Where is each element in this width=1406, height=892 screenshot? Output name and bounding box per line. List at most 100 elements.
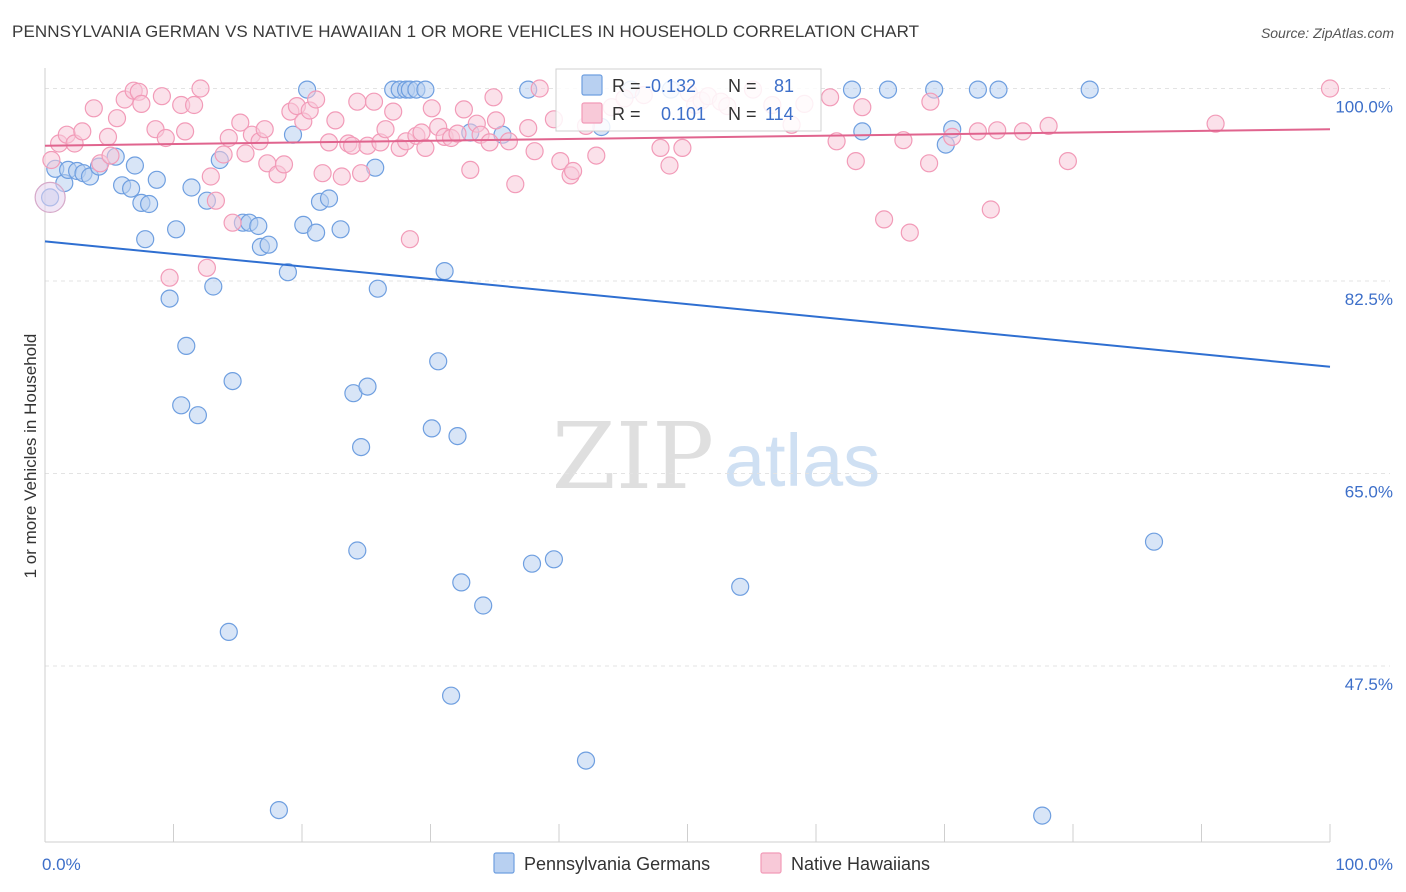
native-hawaiians-point: [176, 122, 195, 141]
native-hawaiians-point: [486, 111, 506, 130]
native-hawaiians-point: [1320, 79, 1340, 98]
native-hawaiians-point: [156, 128, 175, 148]
native-hawaiians-point: [921, 92, 940, 111]
native-hawaiians-point: [874, 210, 894, 229]
trend-lines: [44, 128, 1331, 368]
native-hawaiians-point: [448, 124, 467, 143]
native-hawaiians-point: [42, 150, 61, 170]
pennsylvania-germans-point: [331, 220, 350, 239]
pennsylvania-germans-point: [167, 220, 186, 239]
native-hawaiians-point: [660, 156, 679, 175]
pennsylvania-germans-point: [352, 438, 371, 457]
pennsylvania-germans-point: [731, 577, 750, 596]
native-hawaiians-point: [530, 79, 549, 98]
native-hawaiians-point: [274, 155, 294, 174]
pennsylvania-germans-point: [278, 263, 297, 282]
pennsylvania-germans-point: [368, 279, 387, 298]
native-hawaiians-point: [461, 160, 480, 179]
native-hawaiians-point: [506, 175, 525, 194]
stats-n-value-2: 114: [765, 104, 794, 124]
native-hawaiians-point: [1058, 152, 1078, 171]
native-hawaiians-point: [400, 230, 419, 249]
stats-n-value-1: 81: [774, 76, 794, 96]
x-tick-label: 100.0%: [1335, 855, 1393, 874]
stats-r-value-1: -0.132: [645, 76, 696, 96]
native-hawaiians-point: [499, 132, 518, 151]
pennsylvania-germans-point: [182, 178, 201, 197]
native-hawaiians-point: [454, 100, 473, 119]
native-hawaiians-point: [219, 128, 238, 148]
gridlines: [45, 88, 1390, 667]
native-hawaiians-point: [255, 120, 274, 139]
pennsylvania-germans-point: [358, 377, 377, 396]
pennsylvania-germans-point: [188, 406, 207, 425]
native-hawaiians-point: [236, 144, 255, 163]
pennsylvania-germans-point: [842, 80, 862, 99]
pennsylvania-germans-point: [140, 194, 159, 214]
stats-n-label-1: N =: [728, 76, 757, 96]
native-hawaiians-point: [223, 213, 242, 232]
native-hawaiians-point: [101, 146, 120, 165]
y-tick-labels: 100.0% 82.5% 65.0% 47.5%: [1335, 98, 1393, 695]
native-hawaiians-point: [1206, 114, 1225, 133]
chart-title: PENNSYLVANIA GERMAN VS NATIVE HAWAIIAN 1…: [12, 22, 920, 41]
native-hawaiians-point: [551, 152, 570, 171]
native-hawaiians-point: [846, 152, 865, 171]
pennsylvania-germans-point: [452, 573, 471, 592]
y-tick-label: 82.5%: [1345, 290, 1393, 309]
pennsylvania-germans-point: [204, 277, 223, 296]
native-hawaiians-point: [152, 87, 171, 106]
pennsylvania-germans-point: [223, 372, 242, 391]
pennsylvania-germans-point: [172, 396, 191, 415]
native-hawaiians-point: [376, 120, 395, 139]
x-tick-label: 0.0%: [42, 855, 81, 874]
pennsylvania-germans-point: [1033, 806, 1052, 825]
cluster-point: [34, 181, 66, 213]
pennsylvania-germans-point: [442, 686, 461, 705]
legend-label-native-hawaiians: Native Hawaiians: [791, 854, 930, 874]
legend-swatch-native-hawaiians: [760, 852, 782, 874]
pennsylvania-germans-point: [1080, 80, 1099, 99]
native-hawaiians-point: [364, 92, 384, 111]
native-hawaiians-point: [563, 161, 583, 181]
native-hawaiians-point: [206, 191, 225, 210]
pennsylvania-germans-point: [448, 427, 467, 446]
pennsylvania-germans-point: [136, 230, 155, 249]
native-hawaiians-point: [107, 109, 127, 128]
pennsylvania-germans-point: [269, 800, 288, 820]
pennsylvania-germans-point: [522, 554, 542, 573]
native-hawaiians-point: [326, 111, 345, 130]
native-hawaiians-point: [201, 167, 220, 186]
native-hawaiians-point: [853, 98, 872, 117]
pennsylvania-germans-point: [249, 216, 268, 236]
pennsylvania-germans-point: [474, 596, 493, 615]
native-hawaiians-point: [416, 138, 435, 157]
pennsylvania-germans-point: [429, 352, 448, 371]
native-hawaiians-point: [943, 127, 962, 146]
pennsylvania-germans-point: [122, 179, 141, 198]
pennsylvania-germans-point: [853, 122, 872, 141]
native-hawaiians-point: [968, 122, 988, 141]
stats-r-label-1: R =: [612, 76, 641, 96]
native-hawaiians-point: [422, 99, 441, 118]
y-axis-label: 1 or more Vehicles in Household: [21, 334, 40, 579]
y-tick-label: 100.0%: [1335, 98, 1393, 117]
watermark-zip: ZIP: [552, 403, 714, 510]
native-hawaiians-point: [651, 138, 670, 157]
native-hawaiians-point: [894, 131, 913, 150]
pennsylvania-germans-point: [125, 156, 144, 175]
pennsylvania-germans-point: [878, 80, 898, 99]
legend-label-pennsylvania-germans: Pennsylvania Germans: [524, 854, 710, 874]
pennsylvania-germans-point: [319, 189, 339, 208]
trend-line-pennsylvania-germans: [44, 240, 1331, 368]
watermark-atlas: atlas: [724, 419, 880, 502]
stats-legend-swatch-blue: [581, 74, 603, 96]
stats-r-label-2: R =: [612, 104, 641, 124]
native-hawaiians-point: [412, 123, 431, 142]
pennsylvania-germans-point: [177, 336, 196, 355]
native-hawaiians-point: [1013, 122, 1033, 141]
stats-legend-swatch-pink: [581, 102, 603, 124]
native-hawaiians-point: [197, 258, 216, 277]
pennsylvania-germans-point: [259, 235, 278, 254]
native-hawaiians-point: [343, 136, 362, 155]
